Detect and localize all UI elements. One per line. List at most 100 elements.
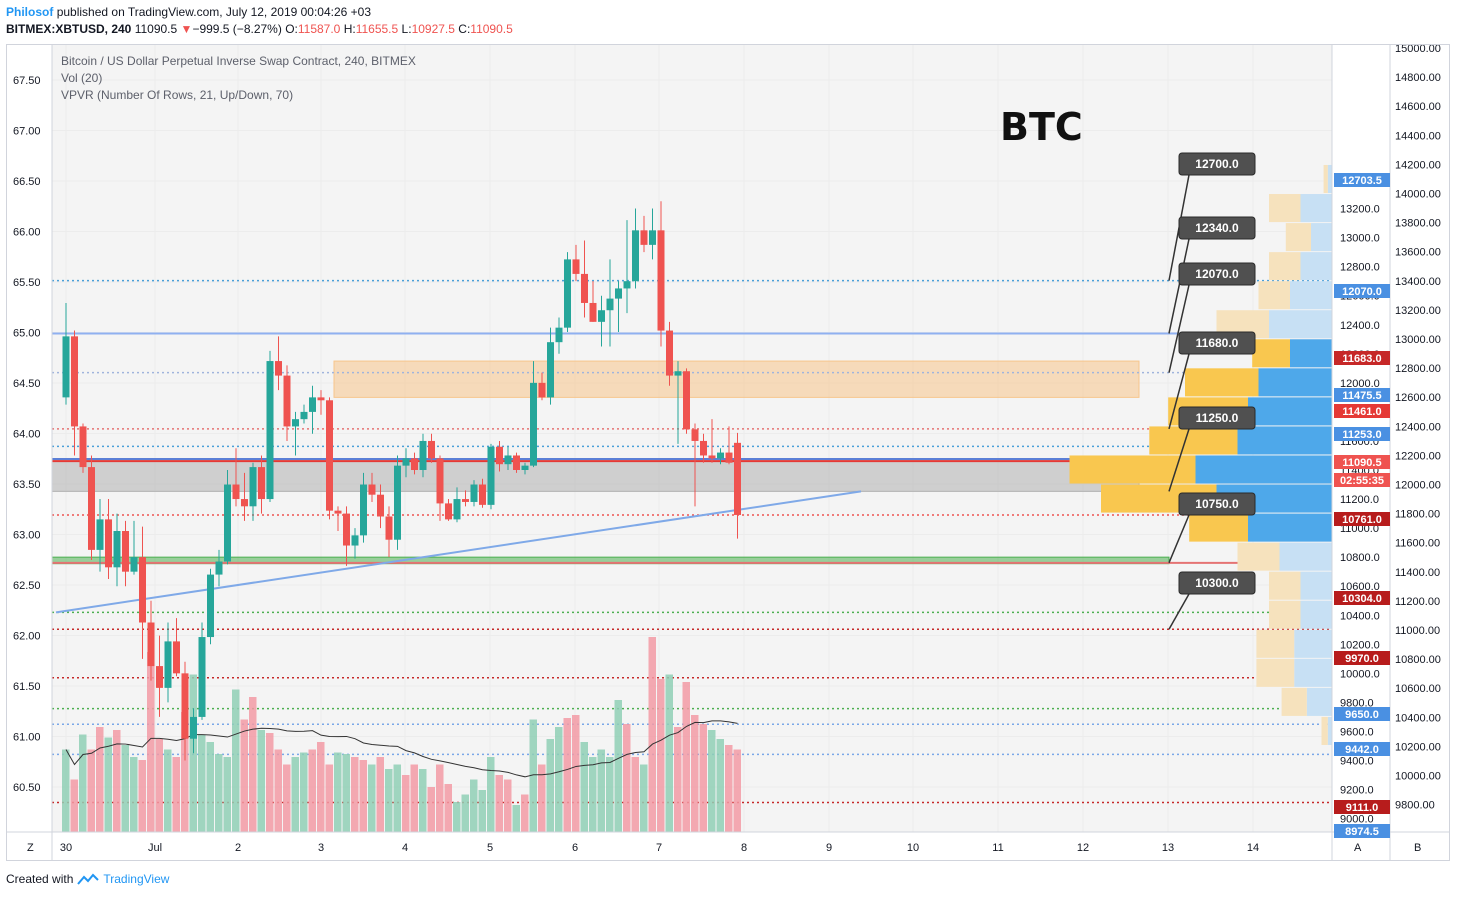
candle[interactable] xyxy=(326,397,333,520)
candle[interactable] xyxy=(598,295,605,347)
candle[interactable] xyxy=(113,513,121,587)
candle[interactable] xyxy=(683,368,690,434)
candle[interactable] xyxy=(394,455,401,550)
candle[interactable] xyxy=(292,411,299,456)
axis-b-toggle[interactable]: B xyxy=(1414,842,1421,854)
candle[interactable] xyxy=(334,506,342,532)
zone-box[interactable] xyxy=(333,360,1140,398)
auto-scale-toggle[interactable]: A xyxy=(1354,842,1362,854)
left-axis[interactable]: 67.50 67.00 66.50 66.00 65.50 65.00 64.50 64.00… xyxy=(13,45,53,860)
candle[interactable] xyxy=(122,520,129,587)
candle[interactable] xyxy=(436,455,444,521)
candle[interactable] xyxy=(581,240,588,318)
candle[interactable] xyxy=(147,600,155,681)
candle[interactable] xyxy=(666,321,673,386)
price-callout[interactable]: 11680.0 xyxy=(1168,331,1256,430)
candle[interactable] xyxy=(181,661,189,761)
candle[interactable] xyxy=(547,327,554,405)
candle[interactable] xyxy=(402,448,410,478)
price-callout[interactable]: 12340.0 xyxy=(1168,216,1256,334)
price-callout[interactable]: 10750.0 xyxy=(1168,492,1256,564)
candle[interactable] xyxy=(538,372,546,401)
candle[interactable] xyxy=(734,432,741,539)
candle[interactable] xyxy=(96,499,104,572)
candle[interactable] xyxy=(309,385,316,434)
candle[interactable] xyxy=(207,568,214,645)
candle[interactable] xyxy=(708,419,716,463)
candle[interactable] xyxy=(453,487,461,523)
candle[interactable] xyxy=(496,440,503,472)
candle[interactable] xyxy=(530,361,537,468)
candle[interactable] xyxy=(377,484,384,529)
price-callouts[interactable]: 12700.0 12340.0 12070.0 11680.0 11250.0 10750… xyxy=(1168,152,1256,630)
candles[interactable] xyxy=(62,201,742,761)
time-axis[interactable]: 30 Jul 2 3 4 5 6 7 8 9 10 11 12 13 14 xyxy=(7,831,1449,854)
candle[interactable] xyxy=(572,244,580,282)
price-callout[interactable]: 12070.0 xyxy=(1168,262,1256,373)
candle[interactable] xyxy=(351,528,359,559)
candle[interactable] xyxy=(88,455,95,561)
candle[interactable] xyxy=(623,220,631,314)
candle[interactable] xyxy=(164,622,172,703)
candle[interactable] xyxy=(657,201,665,347)
candle[interactable] xyxy=(62,302,70,405)
candle[interactable] xyxy=(555,317,563,354)
candle[interactable] xyxy=(71,330,78,456)
candle[interactable] xyxy=(513,452,520,473)
candle[interactable] xyxy=(674,361,682,444)
candle[interactable] xyxy=(725,426,733,465)
candle[interactable] xyxy=(360,472,367,543)
candle[interactable] xyxy=(428,433,435,463)
candle[interactable] xyxy=(632,208,639,289)
candle[interactable] xyxy=(275,336,282,391)
price-axis-b[interactable]: 15000.00 14800.00 14600.00 14400.00 14200.00… xyxy=(1389,45,1441,860)
candle[interactable] xyxy=(173,618,180,677)
chart-canvas[interactable]: 12700.012340.012070.011680.011250.010750… xyxy=(7,45,1449,860)
candle[interactable] xyxy=(700,433,707,463)
candle[interactable] xyxy=(564,252,571,333)
candle[interactable] xyxy=(249,462,257,521)
candle[interactable] xyxy=(139,526,146,659)
z-scale-toggle[interactable]: Z xyxy=(27,842,34,854)
price-callout[interactable]: 10300.0 xyxy=(1168,571,1256,630)
candle[interactable] xyxy=(640,215,648,253)
candle[interactable] xyxy=(283,365,291,441)
vpvr-indicator-label[interactable]: VPVR (Number Of Rows, 21, Up/Down, 70) xyxy=(61,88,293,102)
candle[interactable] xyxy=(258,455,265,514)
vol-indicator-label[interactable]: Vol (20) xyxy=(61,71,102,85)
candle[interactable] xyxy=(343,506,350,566)
price-callout[interactable]: 11250.0 xyxy=(1168,406,1256,492)
candle[interactable] xyxy=(215,549,223,587)
price-callout[interactable]: 12700.0 xyxy=(1168,152,1256,281)
candle[interactable] xyxy=(479,478,486,508)
candle[interactable] xyxy=(232,448,240,507)
candle[interactable] xyxy=(606,259,614,347)
candle[interactable] xyxy=(691,423,699,507)
candle[interactable] xyxy=(156,635,163,717)
price-axis-a[interactable]: 13400.013200.013000.012800.012600.012400… xyxy=(1331,45,1380,860)
chart-frame[interactable]: 12700.0 12340.0 12070.0 11680.0 11250.0 10750… xyxy=(6,44,1450,861)
candle[interactable] xyxy=(224,470,231,565)
candle[interactable] xyxy=(462,490,469,507)
candle[interactable] xyxy=(411,452,418,475)
candle[interactable] xyxy=(487,443,495,510)
candle[interactable] xyxy=(419,433,427,478)
candle[interactable] xyxy=(266,350,274,502)
candle[interactable] xyxy=(105,499,112,579)
candle[interactable] xyxy=(79,423,87,473)
author-link[interactable]: Philosof xyxy=(6,5,54,19)
candle[interactable] xyxy=(368,472,376,502)
candle[interactable] xyxy=(649,208,656,260)
candle[interactable] xyxy=(130,520,138,575)
candle[interactable] xyxy=(300,404,308,424)
candle[interactable] xyxy=(717,448,724,465)
candle[interactable] xyxy=(198,622,206,720)
candle[interactable] xyxy=(241,472,248,521)
trendline[interactable] xyxy=(55,490,862,614)
candle[interactable] xyxy=(190,708,197,754)
tradingview-brand-link[interactable]: TradingView xyxy=(103,872,170,886)
candle[interactable] xyxy=(470,480,478,507)
candle[interactable] xyxy=(445,499,452,521)
candle[interactable] xyxy=(589,281,597,322)
candle[interactable] xyxy=(385,506,393,558)
